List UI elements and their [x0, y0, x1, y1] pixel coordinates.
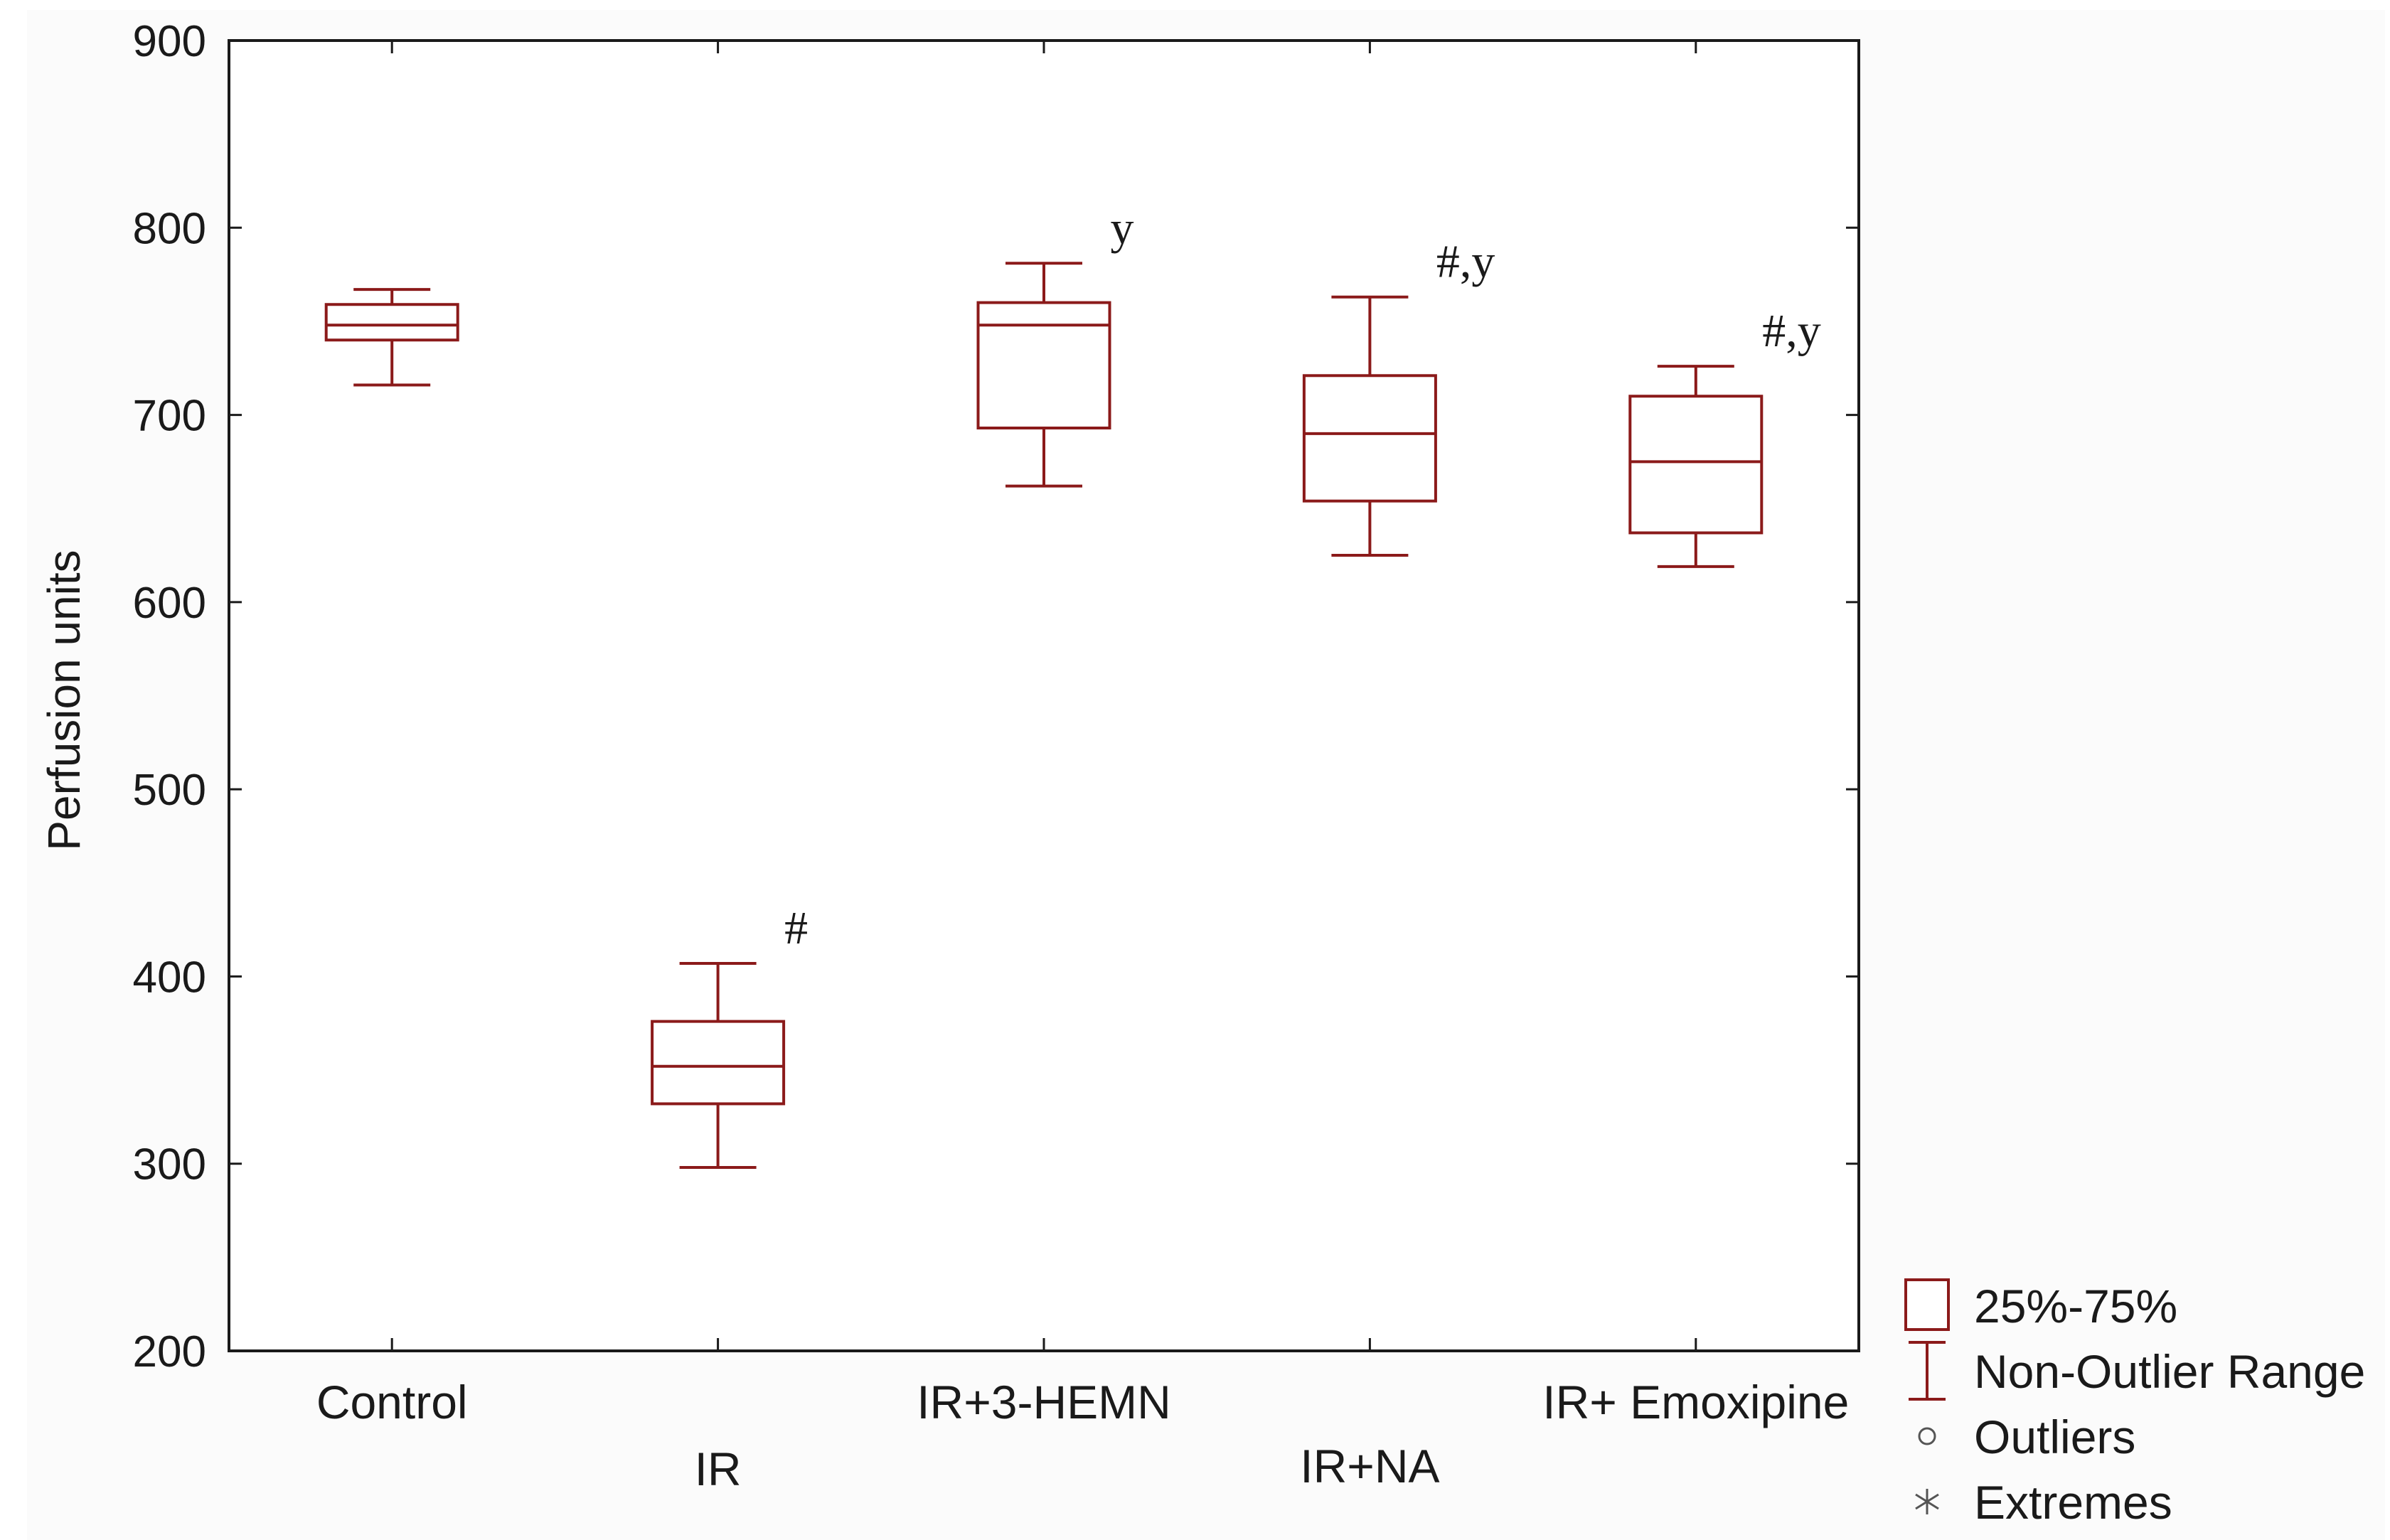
significance-annotation: #: [784, 902, 808, 954]
iqr-box: [324, 303, 459, 342]
iqr-box: [1628, 395, 1764, 535]
legend: 25%-75% Non-Outlier Range Outliers Extremes: [1904, 1278, 2365, 1529]
box-4: #,y: [1628, 305, 1821, 568]
legend-item-1: Non-Outlier Range: [1909, 1341, 2365, 1401]
significance-annotation: #,y: [1762, 305, 1821, 357]
legend-item-2: Outliers: [1918, 1411, 2135, 1463]
legend-item-3: Extremes: [1915, 1476, 2172, 1529]
legend-extreme-stroke: [1915, 1493, 1939, 1510]
y-tick-label: 700: [133, 392, 206, 441]
legend-outlier-symbol: [1918, 1427, 1936, 1445]
legend-box-symbol: [1904, 1278, 1950, 1331]
y-tick-label: 600: [133, 579, 206, 628]
y-tick-label: 900: [133, 17, 206, 66]
x-category-label: IR+3-HEMN: [917, 1376, 1171, 1428]
legend-item-0: 25%-75%: [1904, 1278, 2177, 1332]
y-axis-title: Perfusion units: [38, 550, 90, 850]
x-category-label: IR+ Emoxipine: [1542, 1376, 1849, 1428]
significance-annotation: y: [1111, 202, 1134, 254]
y-tick-label: 200: [133, 1327, 206, 1376]
legend-label: Non-Outlier Range: [1974, 1345, 2365, 1398]
legend-label: 25%-75%: [1974, 1280, 2177, 1332]
plot-area: [229, 41, 1859, 1351]
y-tick-label: 400: [133, 953, 206, 1002]
x-category-label: Control: [316, 1376, 468, 1428]
x-category-label: IR+NA: [1300, 1440, 1439, 1492]
boxes-group: # y #,y #,y: [324, 202, 1821, 1169]
x-category-label: IR: [695, 1443, 742, 1495]
iqr-box: [1302, 374, 1437, 503]
y-tick-label: 800: [133, 204, 206, 253]
box-2: y: [976, 202, 1134, 488]
y-tick-label: 300: [133, 1140, 206, 1189]
legend-label: Outliers: [1974, 1411, 2135, 1463]
iqr-box: [976, 301, 1111, 430]
box-0: [324, 288, 459, 387]
iqr-box: [651, 1020, 786, 1106]
box-3: #,y: [1302, 236, 1495, 557]
plot-frame-group: [228, 39, 1860, 1352]
box-1: #: [651, 902, 808, 1169]
significance-annotation: #,y: [1436, 236, 1495, 288]
y-axis-ticks: 200 300 400 500 600 700 800 900: [133, 17, 1859, 1376]
legend-label: Extremes: [1974, 1476, 2172, 1529]
x-axis-categories: Control IR IR+3-HEMN IR+NA IR+ Emoxipine: [316, 1376, 1849, 1495]
y-tick-label: 500: [133, 766, 206, 815]
